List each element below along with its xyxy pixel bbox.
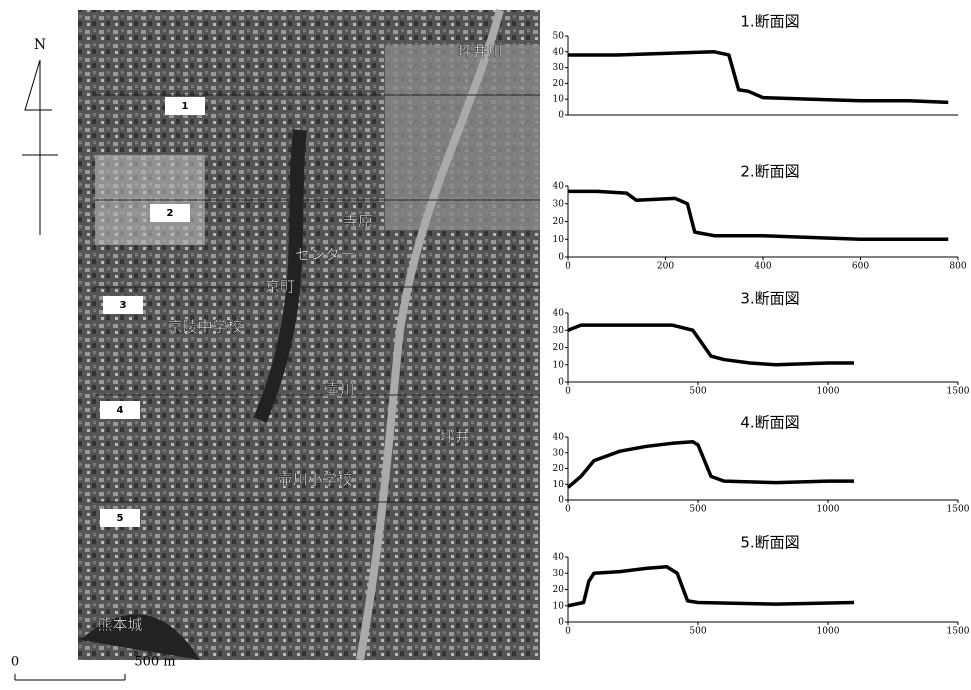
map-label: 京町	[265, 278, 295, 296]
y-tick-label: 20	[553, 343, 565, 353]
y-tick-label: 10	[553, 235, 565, 245]
section-label: 5	[117, 513, 124, 524]
map-label: 壷川小学校	[277, 471, 352, 489]
y-tick-label: 40	[553, 182, 565, 192]
y-tick-label: 30	[553, 326, 565, 336]
x-tick-label: 0	[565, 387, 571, 397]
x-tick-label: 500	[689, 387, 706, 397]
y-tick-label: 40	[553, 553, 565, 563]
x-tick-label: 0	[565, 627, 571, 637]
x-tick-label: 500	[689, 627, 706, 637]
north-arrow	[22, 60, 58, 235]
map-label: 寺原	[343, 213, 373, 231]
y-tick-label: 20	[553, 464, 565, 474]
map-label: 京陵中学校	[167, 318, 242, 336]
x-tick-label: 200	[657, 262, 674, 272]
scale-label: 500 m	[134, 655, 175, 670]
section-label: 3	[120, 300, 127, 311]
chart-title: 3.断面図	[740, 290, 799, 308]
y-tick-label: 10	[553, 480, 565, 490]
y-tick-label: 30	[553, 199, 565, 209]
north-label: N	[34, 37, 46, 53]
y-tick-label: 40	[553, 433, 565, 443]
x-tick-label: 500	[689, 505, 706, 515]
y-tick-label: 0	[558, 111, 564, 121]
x-tick-label: 400	[754, 262, 771, 272]
y-tick-label: 20	[553, 79, 565, 89]
y-tick-label: 10	[553, 601, 565, 611]
y-tick-label: 10	[553, 360, 565, 370]
x-tick-label: 1500	[947, 387, 970, 397]
y-tick-label: 20	[553, 585, 565, 595]
figure: N 0 500 m 坪井川寺原センター京町京陵中学校壷川坪井壷川小学校熊本城 1 2…	[0, 0, 971, 686]
map-label: 熊本城	[97, 616, 142, 634]
x-tick-label: 1000	[817, 627, 840, 637]
x-tick-label: 800	[949, 262, 966, 272]
section-label: 2	[167, 208, 174, 219]
profile-line	[568, 325, 854, 365]
y-tick-label: 0	[558, 496, 564, 506]
profile-line	[568, 52, 948, 103]
x-tick-label: 600	[852, 262, 869, 272]
y-tick-label: 10	[553, 95, 565, 105]
x-tick-label: 1000	[817, 505, 840, 515]
profile-line	[568, 442, 854, 488]
y-tick-label: 40	[553, 47, 565, 57]
x-tick-label: 1000	[817, 387, 840, 397]
x-tick-label: 0	[565, 505, 571, 515]
y-tick-label: 0	[558, 378, 564, 388]
map-label: 坪井	[440, 428, 470, 446]
profile-line	[568, 191, 948, 239]
y-tick-label: 0	[558, 253, 564, 263]
chart-title: 4.断面図	[740, 414, 799, 432]
y-tick-label: 50	[553, 32, 565, 42]
y-tick-label: 30	[553, 63, 565, 73]
y-tick-label: 30	[553, 448, 565, 458]
x-tick-label: 1500	[947, 627, 970, 637]
scale-bar	[15, 674, 125, 680]
y-tick-label: 30	[553, 569, 565, 579]
y-tick-label: 0	[558, 618, 564, 628]
profile-line	[568, 567, 854, 606]
map-label: 坪井川	[457, 43, 502, 61]
y-tick-label: 40	[553, 309, 565, 319]
section-label: 4	[117, 405, 124, 416]
section-label: 1	[182, 101, 189, 112]
y-tick-label: 20	[553, 217, 565, 227]
map-label: 壷川	[325, 381, 355, 399]
aerial-photo	[78, 10, 540, 660]
x-tick-label: 0	[565, 262, 571, 272]
scale-zero: 0	[11, 655, 19, 670]
chart-title: 5.断面図	[740, 534, 799, 552]
x-tick-label: 1500	[947, 505, 970, 515]
chart-title: 1.断面図	[740, 13, 799, 31]
chart-title: 2.断面図	[740, 163, 799, 181]
map-label: センター	[295, 246, 355, 264]
